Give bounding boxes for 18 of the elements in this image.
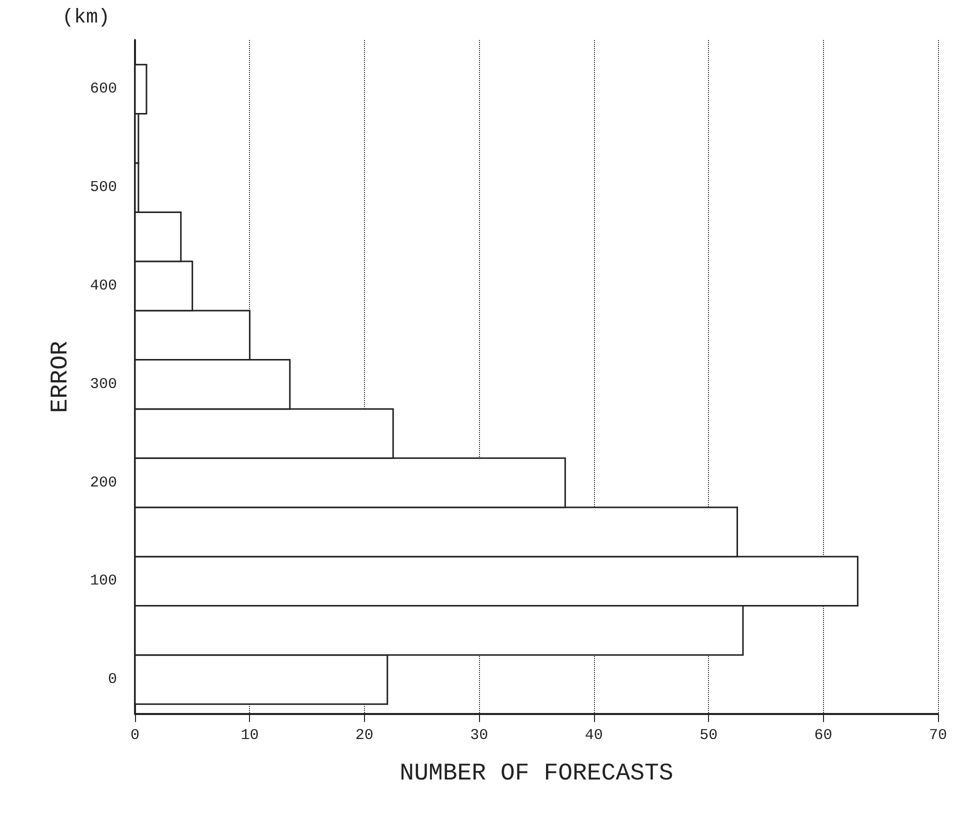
x-tick-label: 20 — [355, 727, 374, 744]
x-tick-label: 70 — [928, 727, 948, 744]
x-tick-label: 10 — [240, 727, 259, 744]
x-axis-title: NUMBER OF FORECASTS — [400, 760, 674, 788]
x-tick-label: 30 — [470, 727, 488, 744]
y-tick-label: 300 — [90, 376, 117, 393]
x-tick-label: 40 — [584, 727, 603, 744]
y-axis-title: ERROR — [48, 340, 74, 414]
y-tick-label: 400 — [90, 277, 117, 294]
y-tick-label: 500 — [90, 179, 117, 196]
text: (km) — [62, 6, 110, 30]
y-tick-label: 600 — [90, 80, 117, 98]
x-tick-label: 0 — [130, 727, 140, 744]
y-tick-label: 200 — [90, 474, 117, 492]
y-tick-label: 0 — [108, 671, 117, 688]
x-tick-label: 60 — [814, 727, 832, 744]
y-tick-label: 100 — [90, 572, 117, 590]
x-tick-label: 50 — [700, 727, 718, 744]
